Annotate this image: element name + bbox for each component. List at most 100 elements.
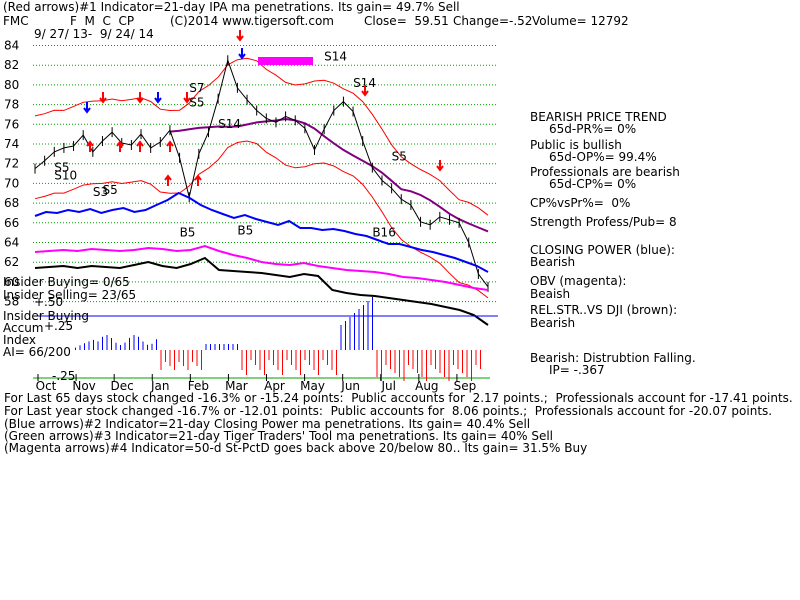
right-label: CLOSING POWER (blue): bbox=[530, 243, 675, 257]
signal-annotation: B16 bbox=[372, 226, 396, 240]
y-tick-label: 64 bbox=[4, 236, 19, 250]
minus25-label: -.25 bbox=[52, 369, 76, 383]
closing-power-line bbox=[34, 191, 489, 273]
buy-arrow bbox=[86, 140, 94, 152]
upper-band bbox=[34, 57, 489, 216]
right-label: 65d-OP%= 99.4% bbox=[549, 150, 657, 164]
copyright: (C)2014 www.tigersoft.com bbox=[170, 14, 334, 28]
right-label: CP%vsPr%= 0% bbox=[530, 196, 631, 210]
right-label: BEARISH PRICE TREND bbox=[530, 110, 667, 124]
right-label: Professionals are bearish bbox=[530, 165, 680, 179]
sell-arrow bbox=[436, 160, 444, 172]
accum-label: Accum bbox=[3, 321, 44, 335]
signal-annotation: S5 bbox=[189, 96, 204, 110]
volume-value: Volume= 12792 bbox=[532, 14, 629, 28]
x-tick-label: Aug bbox=[415, 379, 438, 393]
right-label: Beaish bbox=[530, 287, 571, 301]
right-label: 65d-PR%= 0% bbox=[549, 122, 637, 136]
x-tick-label: Apr bbox=[264, 379, 285, 393]
rel-strength-line bbox=[34, 256, 489, 326]
buy-arrow bbox=[116, 140, 124, 152]
buy-arrow bbox=[136, 140, 144, 152]
signal-annotation: S7 bbox=[189, 81, 204, 95]
date-range: 9/ 27/ 13- 9/ 24/ 14 bbox=[34, 27, 154, 41]
footer-line: (Blue arrows)#2 Indicator=21-day Closing… bbox=[4, 417, 531, 431]
close-value: Close= 59.51 bbox=[364, 14, 449, 28]
signal-annotation: S14 bbox=[353, 76, 376, 90]
y-tick-label: 70 bbox=[4, 176, 19, 190]
right-label: Bearish: Distrubtion Falling. bbox=[530, 351, 696, 365]
x-tick-label: Oct bbox=[36, 379, 57, 393]
footer-line: For Last year stock changed -16.7% or -1… bbox=[4, 404, 773, 418]
y-tick-label: 60 bbox=[4, 275, 19, 289]
buy-arrow bbox=[194, 174, 202, 186]
right-label: OBV (magenta): bbox=[530, 274, 627, 288]
sell-arrow bbox=[183, 92, 191, 104]
blue-arrow bbox=[154, 92, 162, 104]
right-label: Bearish bbox=[530, 255, 576, 269]
sell-arrow bbox=[236, 30, 244, 42]
right-label: Public is bullish bbox=[530, 138, 622, 152]
footer-line: (Green arrows)#3 Indicator=21-day Tiger … bbox=[4, 429, 554, 443]
right-label: IP= -.367 bbox=[549, 363, 605, 377]
x-tick-label: Mar bbox=[225, 379, 248, 393]
signal-annotation: S3 bbox=[93, 185, 108, 199]
signal-annotation: B5 bbox=[237, 224, 253, 238]
signal-annotation: S5 bbox=[392, 150, 407, 164]
price-line bbox=[34, 58, 489, 288]
x-tick-label: May bbox=[300, 379, 325, 393]
plus25-label: +.25 bbox=[44, 319, 74, 333]
sell-arrow bbox=[99, 92, 107, 104]
y-tick-label: 82 bbox=[4, 58, 19, 72]
buy-arrow bbox=[164, 174, 172, 186]
signal-annotation: S10 bbox=[54, 168, 77, 182]
x-tick-label: Feb bbox=[188, 379, 209, 393]
sell-arrow bbox=[136, 92, 144, 104]
header-line1: (Red arrows)#1 Indicator=21-day IPA ma p… bbox=[3, 0, 460, 14]
x-tick-label: Jul bbox=[381, 379, 396, 393]
footer-line: (Magenta arrows)#4 Indicator=50-d St-Pct… bbox=[4, 441, 588, 455]
y-tick-label: 74 bbox=[4, 137, 19, 151]
insider-selling-count: Insider Selling= 23/65 bbox=[3, 288, 137, 302]
footer-line: For Last 65 days stock changed -16.3% or… bbox=[4, 391, 793, 405]
ticker: FMC bbox=[3, 14, 29, 28]
y-tick-label: 62 bbox=[4, 255, 19, 269]
ai-label: AI= 66/200 bbox=[3, 345, 71, 359]
x-tick-label: Jun bbox=[340, 379, 360, 393]
insider-buying-count: Insider Buying= 0/65 bbox=[3, 275, 130, 289]
blue-arrow bbox=[238, 48, 246, 60]
sell-arrow bbox=[361, 85, 369, 97]
signal-annotation: S14 bbox=[324, 49, 347, 63]
y-tick-label: 66 bbox=[4, 216, 19, 230]
y-tick-label: 72 bbox=[4, 157, 19, 171]
signal-annotation: B5 bbox=[180, 226, 196, 240]
right-label: 65d-CP%= 0% bbox=[549, 177, 637, 191]
series-codes: F M C CP bbox=[70, 14, 135, 28]
buy-arrow bbox=[166, 140, 174, 152]
y-tick-label: 84 bbox=[4, 39, 19, 53]
x-tick-label: Dec bbox=[111, 379, 134, 393]
y-tick-label: 78 bbox=[4, 98, 19, 112]
x-tick-label: Jan bbox=[150, 379, 170, 393]
y-tick-label: 76 bbox=[4, 117, 19, 131]
index-label: Index bbox=[3, 333, 37, 347]
change-value: Change=-.52 bbox=[453, 14, 533, 28]
right-label: Bearish bbox=[530, 316, 576, 330]
obv-line bbox=[34, 244, 489, 291]
signal-annotation: S5 bbox=[54, 161, 69, 175]
right-label: Strength Profess/Pub= 8 bbox=[530, 215, 677, 229]
plus50-label: +.50 bbox=[34, 295, 64, 309]
x-tick-label: Sep bbox=[454, 379, 477, 393]
blue-arrow bbox=[83, 102, 91, 114]
y-tick-label: 58 bbox=[4, 295, 19, 309]
signal-annotation: S5 bbox=[102, 183, 117, 197]
x-tick-label: Nov bbox=[72, 379, 95, 393]
insider-buying-label: Insider Buying bbox=[3, 309, 89, 323]
right-label: REL.STR..VS DJI (brown): bbox=[530, 303, 678, 317]
y-tick-label: 80 bbox=[4, 78, 19, 92]
moving-average-line bbox=[169, 117, 489, 233]
magenta-signal-bar bbox=[258, 57, 313, 65]
y-tick-label: 68 bbox=[4, 196, 19, 210]
signal-annotation: S14 bbox=[218, 117, 241, 131]
